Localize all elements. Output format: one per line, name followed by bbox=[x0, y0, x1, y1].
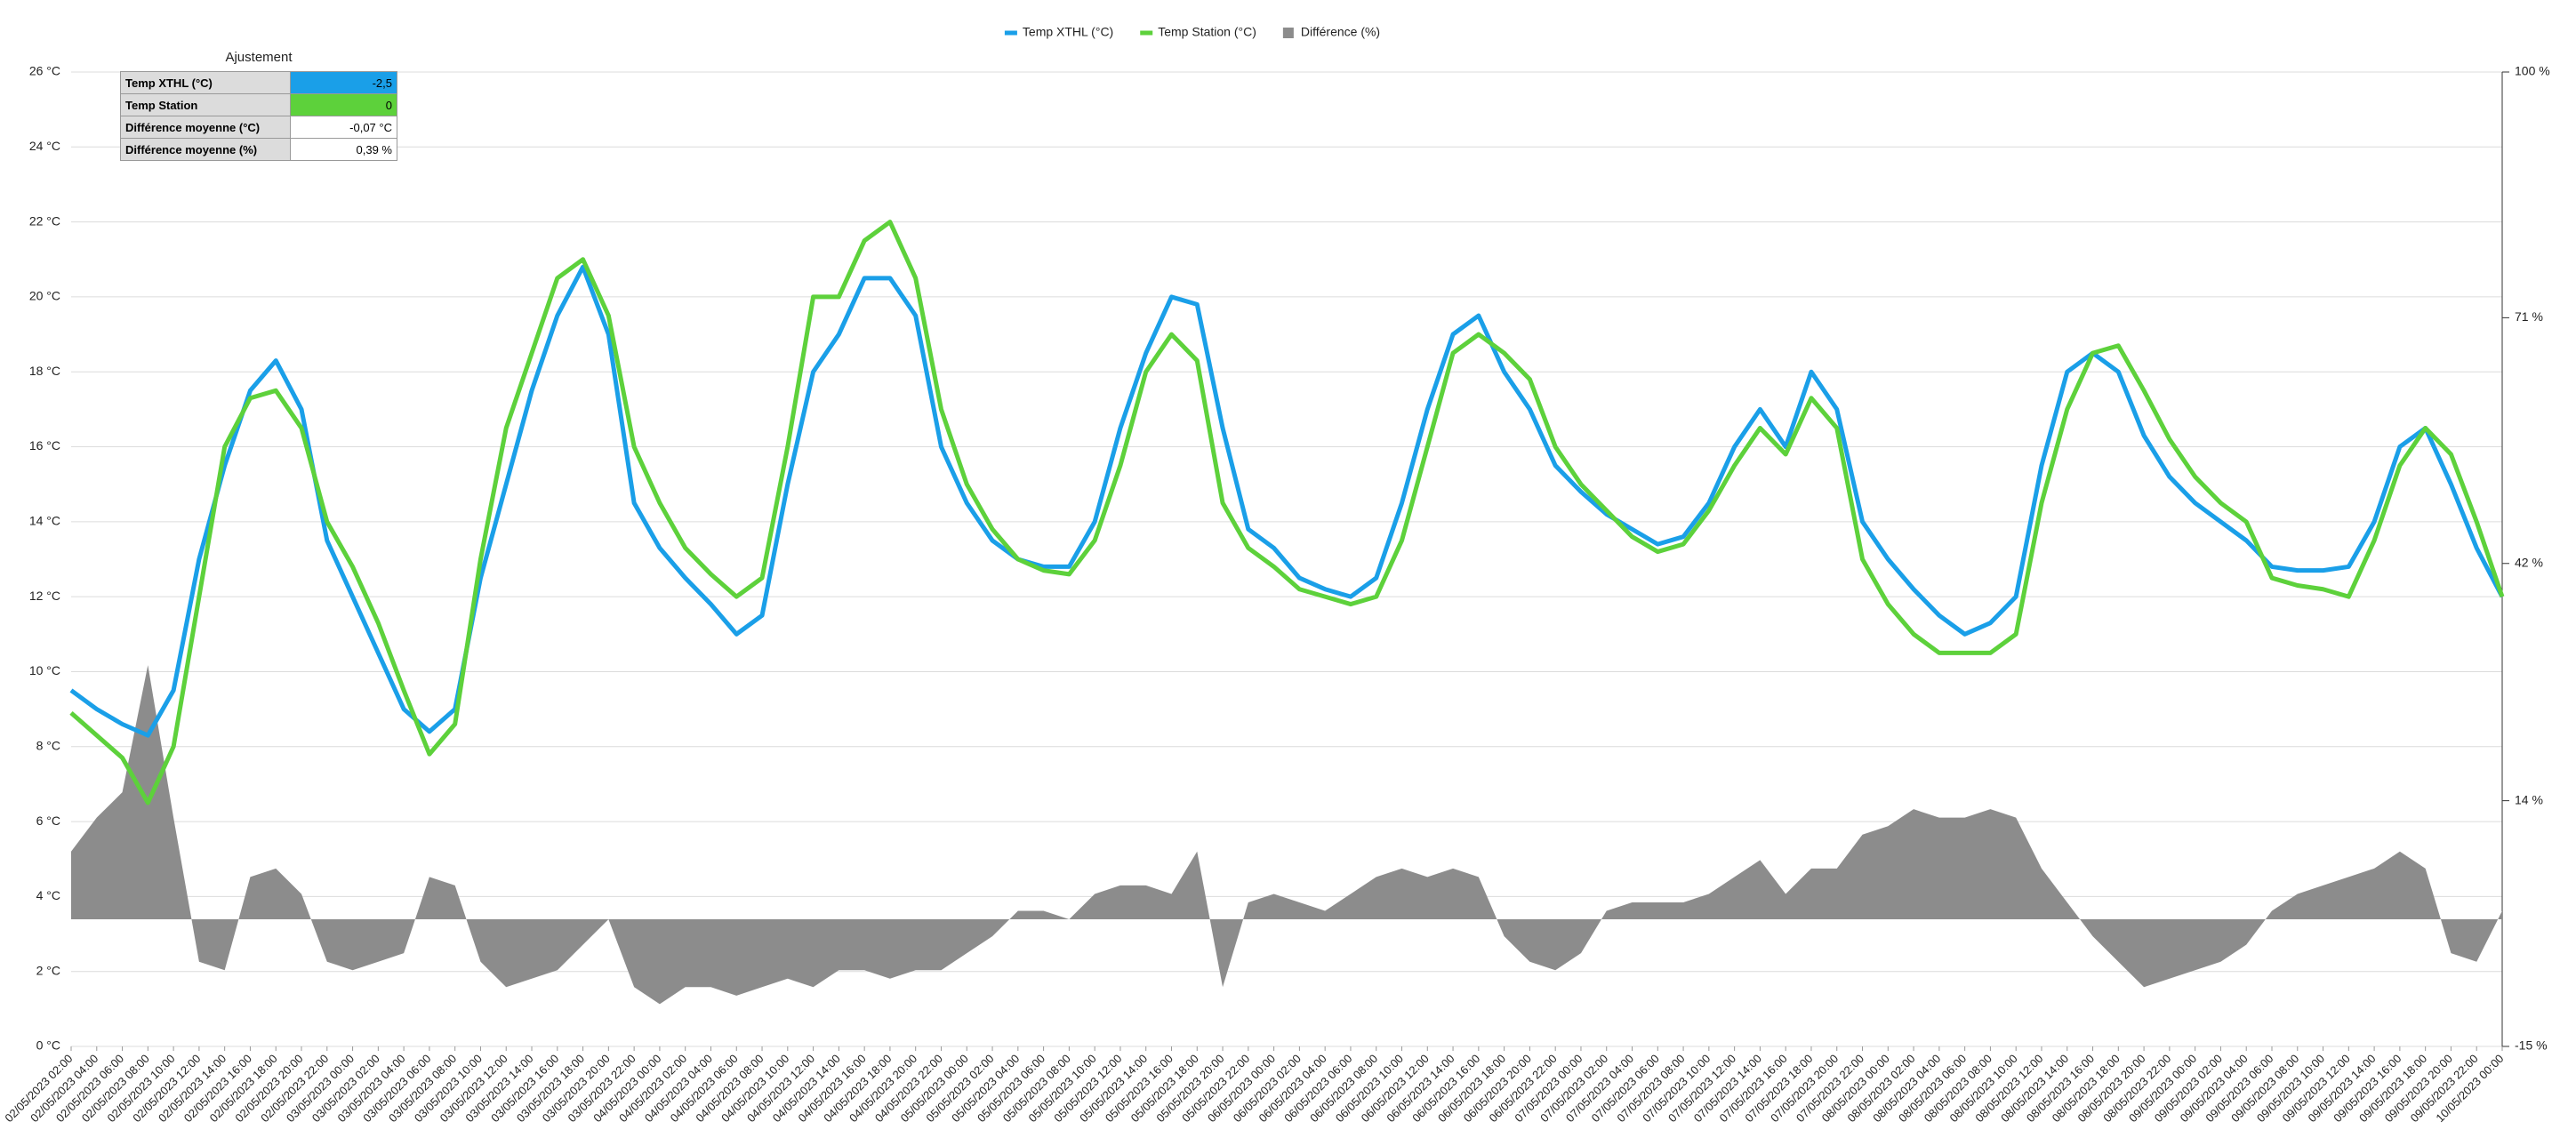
y-tick-label: 8 °C bbox=[36, 738, 60, 752]
y-tick-label: 4 °C bbox=[36, 888, 60, 902]
cell: 0,39 % bbox=[290, 138, 397, 161]
legend-swatch bbox=[1004, 30, 1017, 36]
cell: -2,5 bbox=[290, 71, 397, 94]
table-row: Différence moyenne (°C) -0,07 °C bbox=[120, 116, 397, 139]
y-tick-label: 22 °C bbox=[29, 213, 60, 228]
cell: Différence moyenne (%) bbox=[120, 138, 291, 161]
table-row: Temp XTHL (°C) -2,5 bbox=[120, 71, 397, 94]
y-tick-label: 0 °C bbox=[36, 1038, 60, 1053]
y-tick-label: 20 °C bbox=[29, 289, 60, 303]
y-tick-label: 18 °C bbox=[29, 364, 60, 378]
y2-tick-label: -15 % bbox=[2515, 1038, 2548, 1053]
y2-tick-label: 14 % bbox=[2515, 792, 2543, 806]
legend-label: Temp Station (°C) bbox=[1158, 25, 1256, 39]
legend-label: Temp XTHL (°C) bbox=[1023, 25, 1113, 39]
table-title: Ajustement bbox=[225, 50, 293, 65]
cell: Différence moyenne (°C) bbox=[120, 116, 291, 139]
y-tick-label: 16 °C bbox=[29, 438, 60, 453]
cell: 0 bbox=[290, 93, 397, 116]
y2-tick-label: 71 % bbox=[2515, 309, 2543, 324]
legend: Temp XTHL (°C) Temp Station (°C) Différenc… bbox=[1004, 25, 1380, 39]
y-tick-label: 2 °C bbox=[36, 963, 60, 977]
y-tick-label: 10 °C bbox=[29, 663, 60, 677]
legend-swatch bbox=[1140, 30, 1153, 36]
table-row: Temp Station 0 bbox=[120, 93, 397, 116]
cell: Temp XTHL (°C) bbox=[120, 71, 291, 94]
area bbox=[71, 665, 2502, 1005]
y-tick-label: 26 °C bbox=[29, 64, 60, 78]
line bbox=[69, 264, 2505, 738]
y2-tick-label: 100 % bbox=[2515, 64, 2550, 78]
adjustment-table: Ajustement Temp XTHL (°C) -2,5 Temp Stati… bbox=[120, 44, 397, 161]
legend-label: Différence (%) bbox=[1301, 25, 1380, 39]
y-tick-label: 12 °C bbox=[29, 589, 60, 603]
legend-swatch bbox=[1282, 28, 1294, 38]
table: Temp XTHL (°C) -2,5 Temp Station 0 Différe… bbox=[120, 71, 397, 161]
y-tick-label: 6 °C bbox=[36, 813, 60, 828]
y-tick-label: 24 °C bbox=[29, 139, 60, 153]
y-tick-label: 14 °C bbox=[29, 514, 60, 528]
cell: Temp Station bbox=[120, 93, 291, 116]
y2-tick-label: 42 % bbox=[2515, 555, 2543, 569]
line bbox=[69, 220, 2505, 805]
table-row: Différence moyenne (%) 0,39 % bbox=[120, 138, 397, 161]
cell: -0,07 °C bbox=[290, 116, 397, 139]
